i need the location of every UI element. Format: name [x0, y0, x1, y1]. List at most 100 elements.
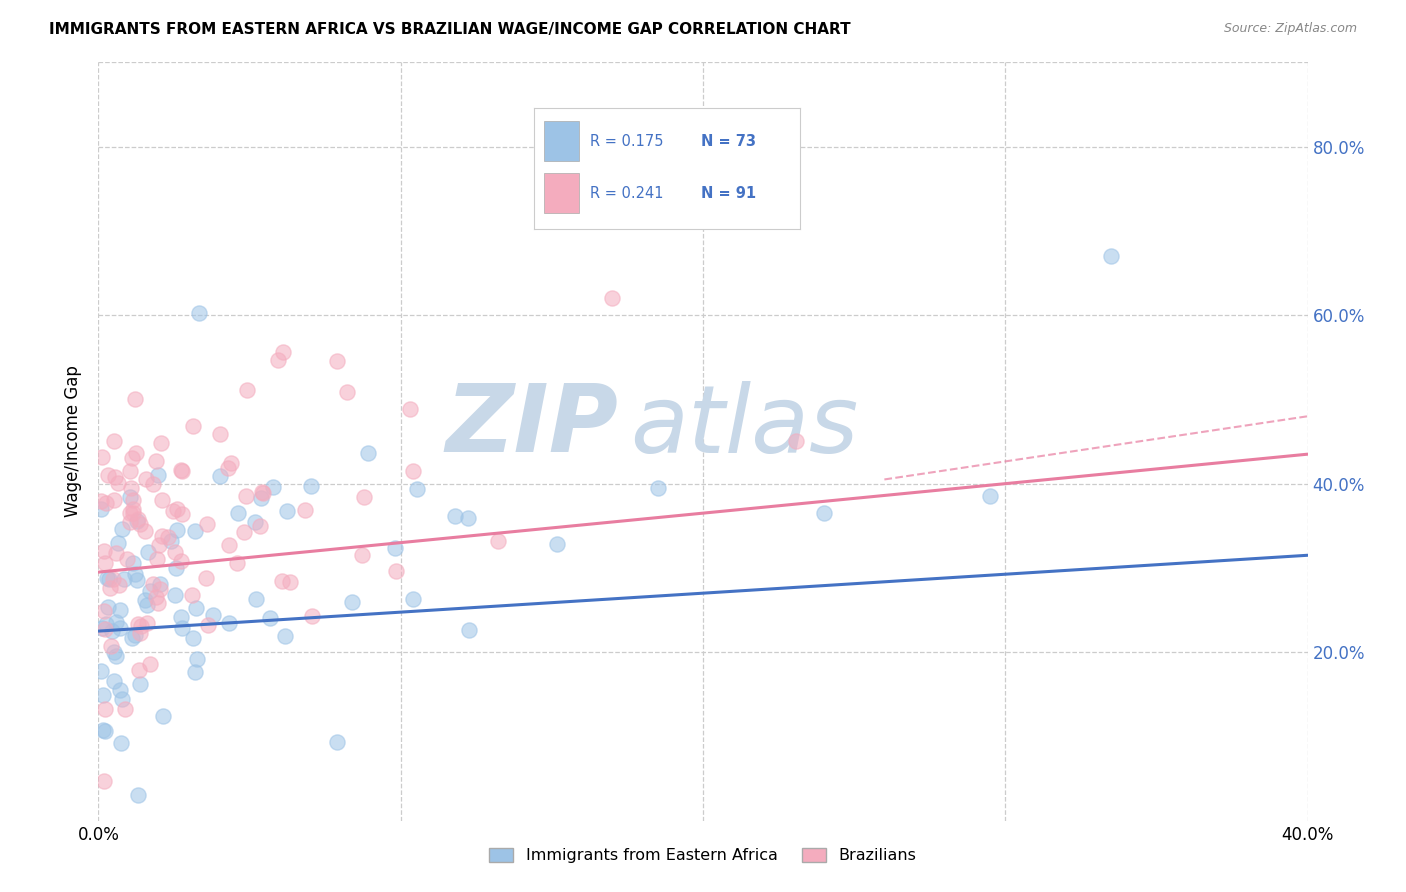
Point: [93, 604, 115, 618]
Point: [235, 383, 257, 397]
Point: [262, 480, 284, 494]
Point: [107, 535, 129, 549]
Point: [97, 467, 120, 482]
Point: [384, 564, 406, 578]
Point: [785, 434, 807, 448]
Point: [162, 504, 184, 518]
Legend: Immigrants from Eastern Africa, Brazilians: Immigrants from Eastern Africa, Brazilia…: [484, 841, 922, 870]
Point: [170, 554, 193, 568]
Point: [325, 734, 347, 748]
Point: [148, 596, 170, 610]
Point: [124, 446, 146, 460]
Point: [122, 556, 145, 570]
Point: [150, 493, 173, 508]
Point: [101, 573, 124, 587]
Point: [217, 461, 239, 475]
Point: [127, 789, 149, 803]
Point: [108, 683, 131, 698]
Point: [181, 588, 204, 602]
Point: [163, 545, 186, 559]
Point: [129, 516, 152, 531]
Point: [120, 481, 142, 495]
Point: [118, 515, 141, 529]
Point: [209, 426, 232, 441]
Point: [111, 522, 134, 536]
Point: [184, 524, 207, 538]
Point: [243, 515, 266, 529]
Point: [104, 546, 127, 560]
Point: [120, 490, 142, 504]
Point: [406, 482, 429, 496]
Point: [186, 651, 208, 665]
Point: [124, 566, 146, 581]
Point: [145, 590, 167, 604]
Point: [104, 470, 127, 484]
Point: [111, 692, 134, 706]
Text: atlas: atlas: [630, 381, 859, 472]
Point: [197, 618, 219, 632]
Point: [105, 649, 128, 664]
Point: [267, 352, 290, 367]
Point: [145, 552, 167, 566]
Point: [149, 577, 172, 591]
Point: [758, 199, 780, 213]
Point: [142, 577, 165, 591]
Point: [301, 609, 323, 624]
Point: [121, 506, 143, 520]
Point: [166, 502, 188, 516]
Point: [90, 494, 112, 508]
Point: [121, 631, 143, 645]
Point: [270, 574, 292, 588]
Point: [110, 736, 132, 750]
Point: [357, 446, 380, 460]
Point: [172, 507, 194, 521]
Point: [108, 603, 131, 617]
Point: [166, 523, 188, 537]
Point: [546, 537, 568, 551]
Point: [221, 456, 243, 470]
Point: [94, 557, 117, 571]
Point: [402, 464, 425, 478]
Point: [122, 501, 145, 516]
Point: [90, 501, 112, 516]
Point: [232, 525, 254, 540]
Point: [156, 530, 179, 544]
Point: [278, 575, 301, 590]
Point: [103, 674, 125, 689]
Point: [170, 610, 193, 624]
Point: [398, 401, 420, 416]
Point: [114, 702, 136, 716]
Point: [342, 595, 364, 609]
Point: [148, 467, 170, 482]
Point: [350, 549, 373, 563]
Point: [135, 599, 157, 613]
Point: [195, 517, 218, 532]
Point: [252, 486, 274, 500]
Point: [124, 392, 146, 406]
Point: [134, 524, 156, 539]
Point: [184, 601, 207, 615]
Point: [105, 615, 128, 629]
Point: [122, 492, 145, 507]
Point: [127, 617, 149, 632]
Point: [259, 611, 281, 625]
Point: [218, 615, 240, 630]
Point: [149, 436, 172, 450]
Point: [103, 645, 125, 659]
Text: IMMIGRANTS FROM EASTERN AFRICA VS BRAZILIAN WAGE/INCOME GAP CORRELATION CHART: IMMIGRANTS FROM EASTERN AFRICA VS BRAZIL…: [49, 22, 851, 37]
Point: [299, 479, 322, 493]
Point: [486, 534, 509, 549]
Point: [159, 534, 181, 549]
Point: [125, 574, 148, 588]
Point: [149, 582, 172, 597]
Point: [98, 573, 121, 587]
Point: [118, 506, 141, 520]
Point: [353, 491, 375, 505]
Point: [90, 664, 112, 678]
Point: [457, 511, 479, 525]
Point: [91, 621, 114, 635]
Point: [135, 615, 157, 630]
Point: [136, 545, 159, 559]
Point: [235, 489, 257, 503]
Point: [108, 621, 131, 635]
